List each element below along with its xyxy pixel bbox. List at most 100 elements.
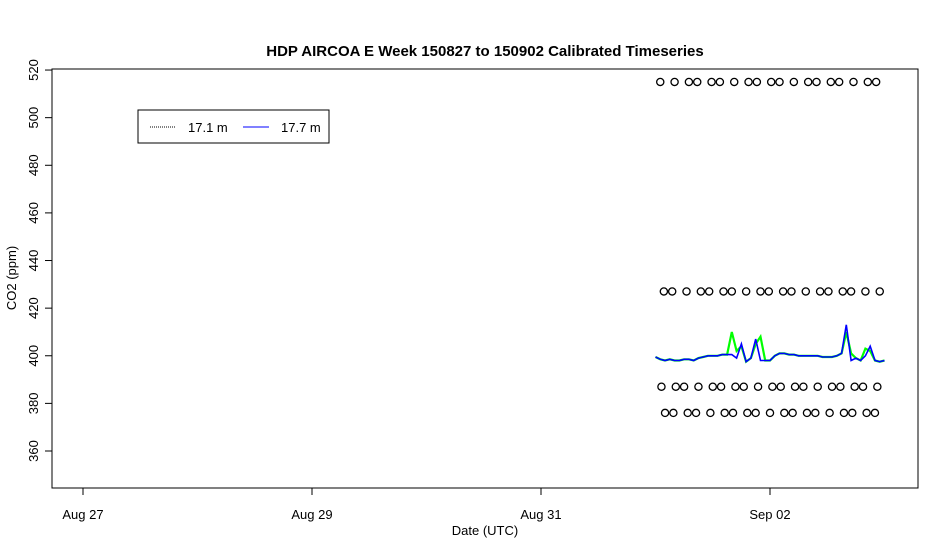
calibration-point [790,382,800,391]
calibration-point [756,287,765,296]
calibration-point [775,77,784,87]
calibration-point [696,287,706,296]
x-tick-label: Aug 27 [62,507,103,522]
calibration-point [720,408,729,418]
calibration-point [715,77,725,87]
legend-label-17-1m: 17.1 m [188,120,228,135]
calibration-point [679,382,689,391]
y-tick-label: 480 [26,154,41,176]
calibration-point [683,408,692,418]
series-layer [655,324,885,364]
calibration-point [787,287,796,296]
calibration-point [862,408,871,418]
x-axis-label: Date (UTC) [452,523,518,538]
calibration-point [802,408,812,418]
plot-frame [51,68,919,489]
calibration-points [656,77,884,418]
chart-title: HDP AIRCOA E Week 150827 to 150902 Calib… [266,43,703,60]
calibration-point [692,77,702,87]
calibration-point [669,408,678,418]
series-line-17-7-m [655,324,885,364]
calibration-point [706,408,715,418]
calibration-point [659,287,669,296]
calibration-point [780,408,789,418]
x-tick-label: Aug 31 [520,507,561,522]
calibration-point [768,382,777,391]
calibration-point [836,382,845,391]
calibration-point [861,287,870,296]
y-tick-label: 420 [26,297,41,319]
calibration-point [764,287,774,296]
calibration-point [708,382,718,391]
calibration-point [846,287,856,296]
calibration-point [727,287,737,296]
y-tick-label: 380 [26,393,41,415]
x-axis: Aug 27 Aug 29 Aug 31 Sep 02 [62,488,791,522]
calibration-point [839,408,849,418]
x-tick-label: Aug 29 [291,507,332,522]
calibration-point [776,382,785,391]
calibration-point [870,408,880,418]
calibration-point [667,287,677,296]
calibration-point [801,287,811,296]
calibration-point [752,77,762,87]
calibration-point [803,77,813,87]
legend-label-17-7m: 17.7 m [281,120,321,135]
calibration-point [765,408,775,418]
y-tick-label: 360 [26,440,41,462]
calibration-point [694,382,703,391]
calibration-point [741,287,751,296]
y-tick-label: 500 [26,107,41,129]
calibration-point [729,77,739,87]
calibration-point [824,287,833,296]
calibration-point [719,287,728,296]
calibration-point [670,77,679,87]
calibration-point [682,287,691,296]
calibration-point [815,287,825,296]
calibration-point [766,77,776,87]
calibration-point [858,382,868,391]
calibration-point [744,77,753,87]
calibration-point [707,77,716,87]
y-axis: 360 380 400 420 440 460 480 500 520 [26,59,52,462]
calibration-point [827,382,837,391]
calibration-point [660,408,670,418]
calibration-point [731,382,740,391]
calibration-point [875,287,884,296]
calibration-point [751,408,760,418]
calibration-point [657,382,666,391]
calibration-point [716,382,726,391]
calibration-point [788,408,797,418]
calibration-point [811,408,820,418]
calibration-point [739,382,748,391]
y-tick-label: 520 [26,59,41,81]
calibration-point [743,408,752,418]
calibration-point [799,382,808,391]
calibration-point [728,408,738,418]
calibration-point [656,77,665,87]
calibration-point [691,408,701,418]
y-tick-label: 460 [26,202,41,224]
y-tick-label: 440 [26,250,41,272]
calibration-point [848,408,857,418]
legend: 17.1 m 17.7 m [137,109,330,144]
x-tick-label: Sep 02 [749,507,790,522]
calibration-point [826,77,836,87]
calibration-point [812,77,821,87]
calibration-point [863,77,873,87]
calibration-point [834,77,844,87]
calibration-point [753,382,763,391]
y-axis-label: CO2 (ppm) [4,246,19,310]
calibration-point [871,77,881,87]
calibration-point [778,287,788,296]
y-tick-label: 400 [26,345,41,367]
calibration-point [850,382,859,391]
calibration-point [838,287,848,296]
calibration-point [849,77,858,87]
calibration-point [873,382,882,391]
calibration-point [813,382,822,391]
calibration-point [789,77,799,87]
legend-box [137,109,330,144]
calibration-point [671,382,681,391]
